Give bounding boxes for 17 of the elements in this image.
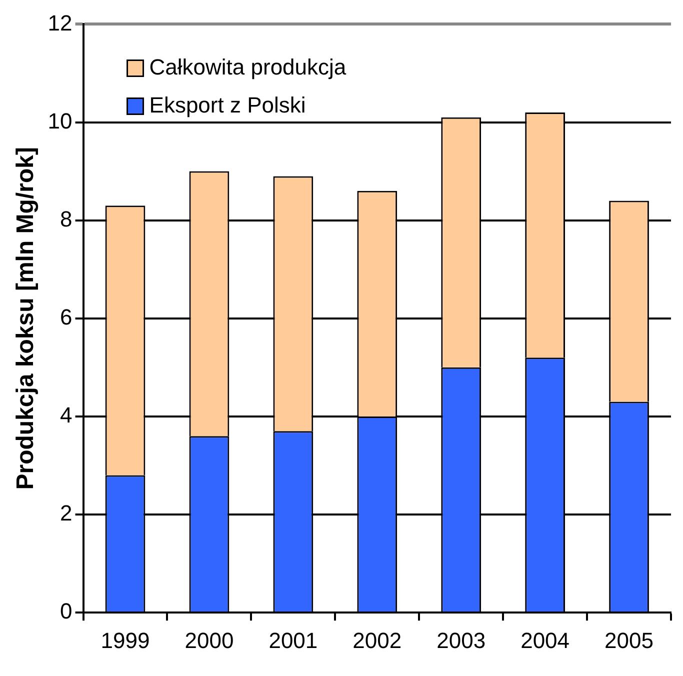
x-tick-label: 2003 — [436, 628, 486, 653]
y-tick-label: 12 — [48, 10, 72, 36]
y-axis-title: Produkcja koksu [mln Mg/rok] — [12, 147, 40, 490]
y-tick-label: 8 — [60, 206, 72, 232]
x-tick-label: 1999 — [100, 628, 150, 653]
y-tick-label: 4 — [60, 402, 72, 428]
x-tick-label: 2005 — [604, 628, 654, 653]
legend-label: Eksport z Polski — [149, 92, 306, 118]
y-tick-label: 0 — [60, 598, 72, 624]
x-tick-label: 2000 — [184, 628, 234, 653]
x-tick-label: 2004 — [520, 628, 570, 653]
x-tick-label: 2001 — [268, 628, 318, 653]
x-tick-label: 2002 — [352, 628, 402, 653]
legend-label: Całkowita produkcja — [149, 54, 347, 80]
y-tick-label: 2 — [60, 500, 72, 526]
y-tick-label: 10 — [48, 108, 72, 134]
y-tick-label: 6 — [60, 304, 72, 330]
